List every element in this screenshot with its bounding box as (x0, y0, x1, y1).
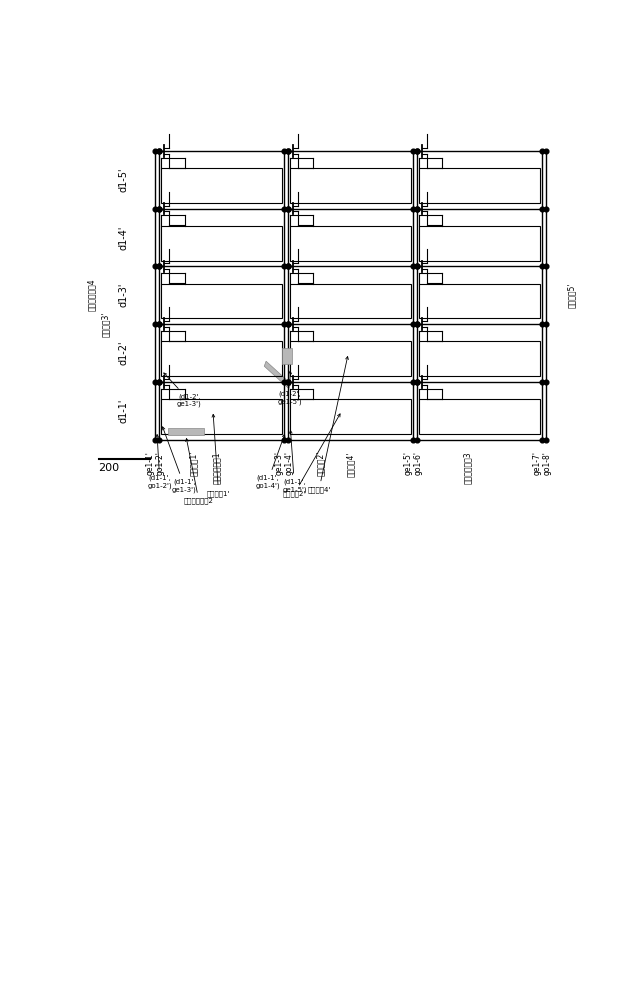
Text: 导电材料残留2: 导电材料残留2 (184, 439, 214, 504)
Text: d1-3': d1-3' (118, 283, 128, 307)
Bar (290, 226, 411, 261)
Text: ge1-3'
go1-4': ge1-3' go1-4' (274, 451, 294, 475)
Text: (d1-1',
ge1-3'): (d1-1', ge1-3') (162, 427, 197, 493)
Text: 导电材料残留1: 导电材料残留1 (212, 451, 221, 484)
Text: (d1-1',
ge1-5'): (d1-1', ge1-5') (283, 431, 307, 493)
Bar (419, 341, 540, 376)
Bar (161, 284, 282, 318)
Text: ge1-5'
go1-6': ge1-5' go1-6' (403, 451, 423, 475)
Text: d1-4': d1-4' (118, 225, 128, 250)
Bar (161, 226, 282, 261)
Text: 像素电极4': 像素电极4' (307, 357, 348, 493)
Text: (d1-2',
ge1-5'): (d1-2', ge1-5') (277, 371, 302, 405)
Bar (419, 168, 540, 203)
Text: ge1-7'
go1-8': ge1-7' go1-8' (532, 451, 552, 475)
Bar (167, 428, 204, 435)
Text: 像素电极2': 像素电极2' (283, 414, 340, 497)
Text: d1-1': d1-1' (118, 398, 128, 423)
Bar (161, 341, 282, 376)
Text: 导电材料残留4: 导电材料残留4 (87, 279, 95, 311)
Bar (161, 399, 282, 434)
Text: 像素电极5': 像素电极5' (567, 282, 576, 308)
Bar (282, 348, 292, 364)
Text: d1-5': d1-5' (118, 167, 128, 192)
Bar (419, 226, 540, 261)
Bar (161, 168, 282, 203)
Text: (d1-1',
go1-2'): (d1-1', go1-2') (147, 435, 172, 489)
Bar (290, 399, 411, 434)
Bar (290, 168, 411, 203)
Text: 导电材料残留3: 导电材料残留3 (463, 451, 471, 484)
Text: 像素电极1': 像素电极1' (207, 414, 230, 497)
Bar (264, 361, 291, 389)
Text: 像素电极4': 像素电极4' (346, 451, 355, 477)
Bar (419, 399, 540, 434)
Text: 像素电极2': 像素电极2' (315, 451, 324, 476)
Text: d1-2': d1-2' (118, 341, 128, 365)
Text: 像素电极1': 像素电极1' (189, 451, 198, 476)
Text: (d1-1',
go1-4'): (d1-1', go1-4') (255, 434, 285, 489)
Bar (419, 284, 540, 318)
Text: 200: 200 (99, 463, 119, 473)
Text: 像素电极3': 像素电极3' (102, 311, 111, 337)
Bar (290, 341, 411, 376)
Text: ge1-1'
go1-2': ge1-1' go1-2' (145, 451, 164, 475)
Text: (d1-2',
ge1-3'): (d1-2', ge1-3') (164, 373, 202, 407)
Bar (290, 284, 411, 318)
